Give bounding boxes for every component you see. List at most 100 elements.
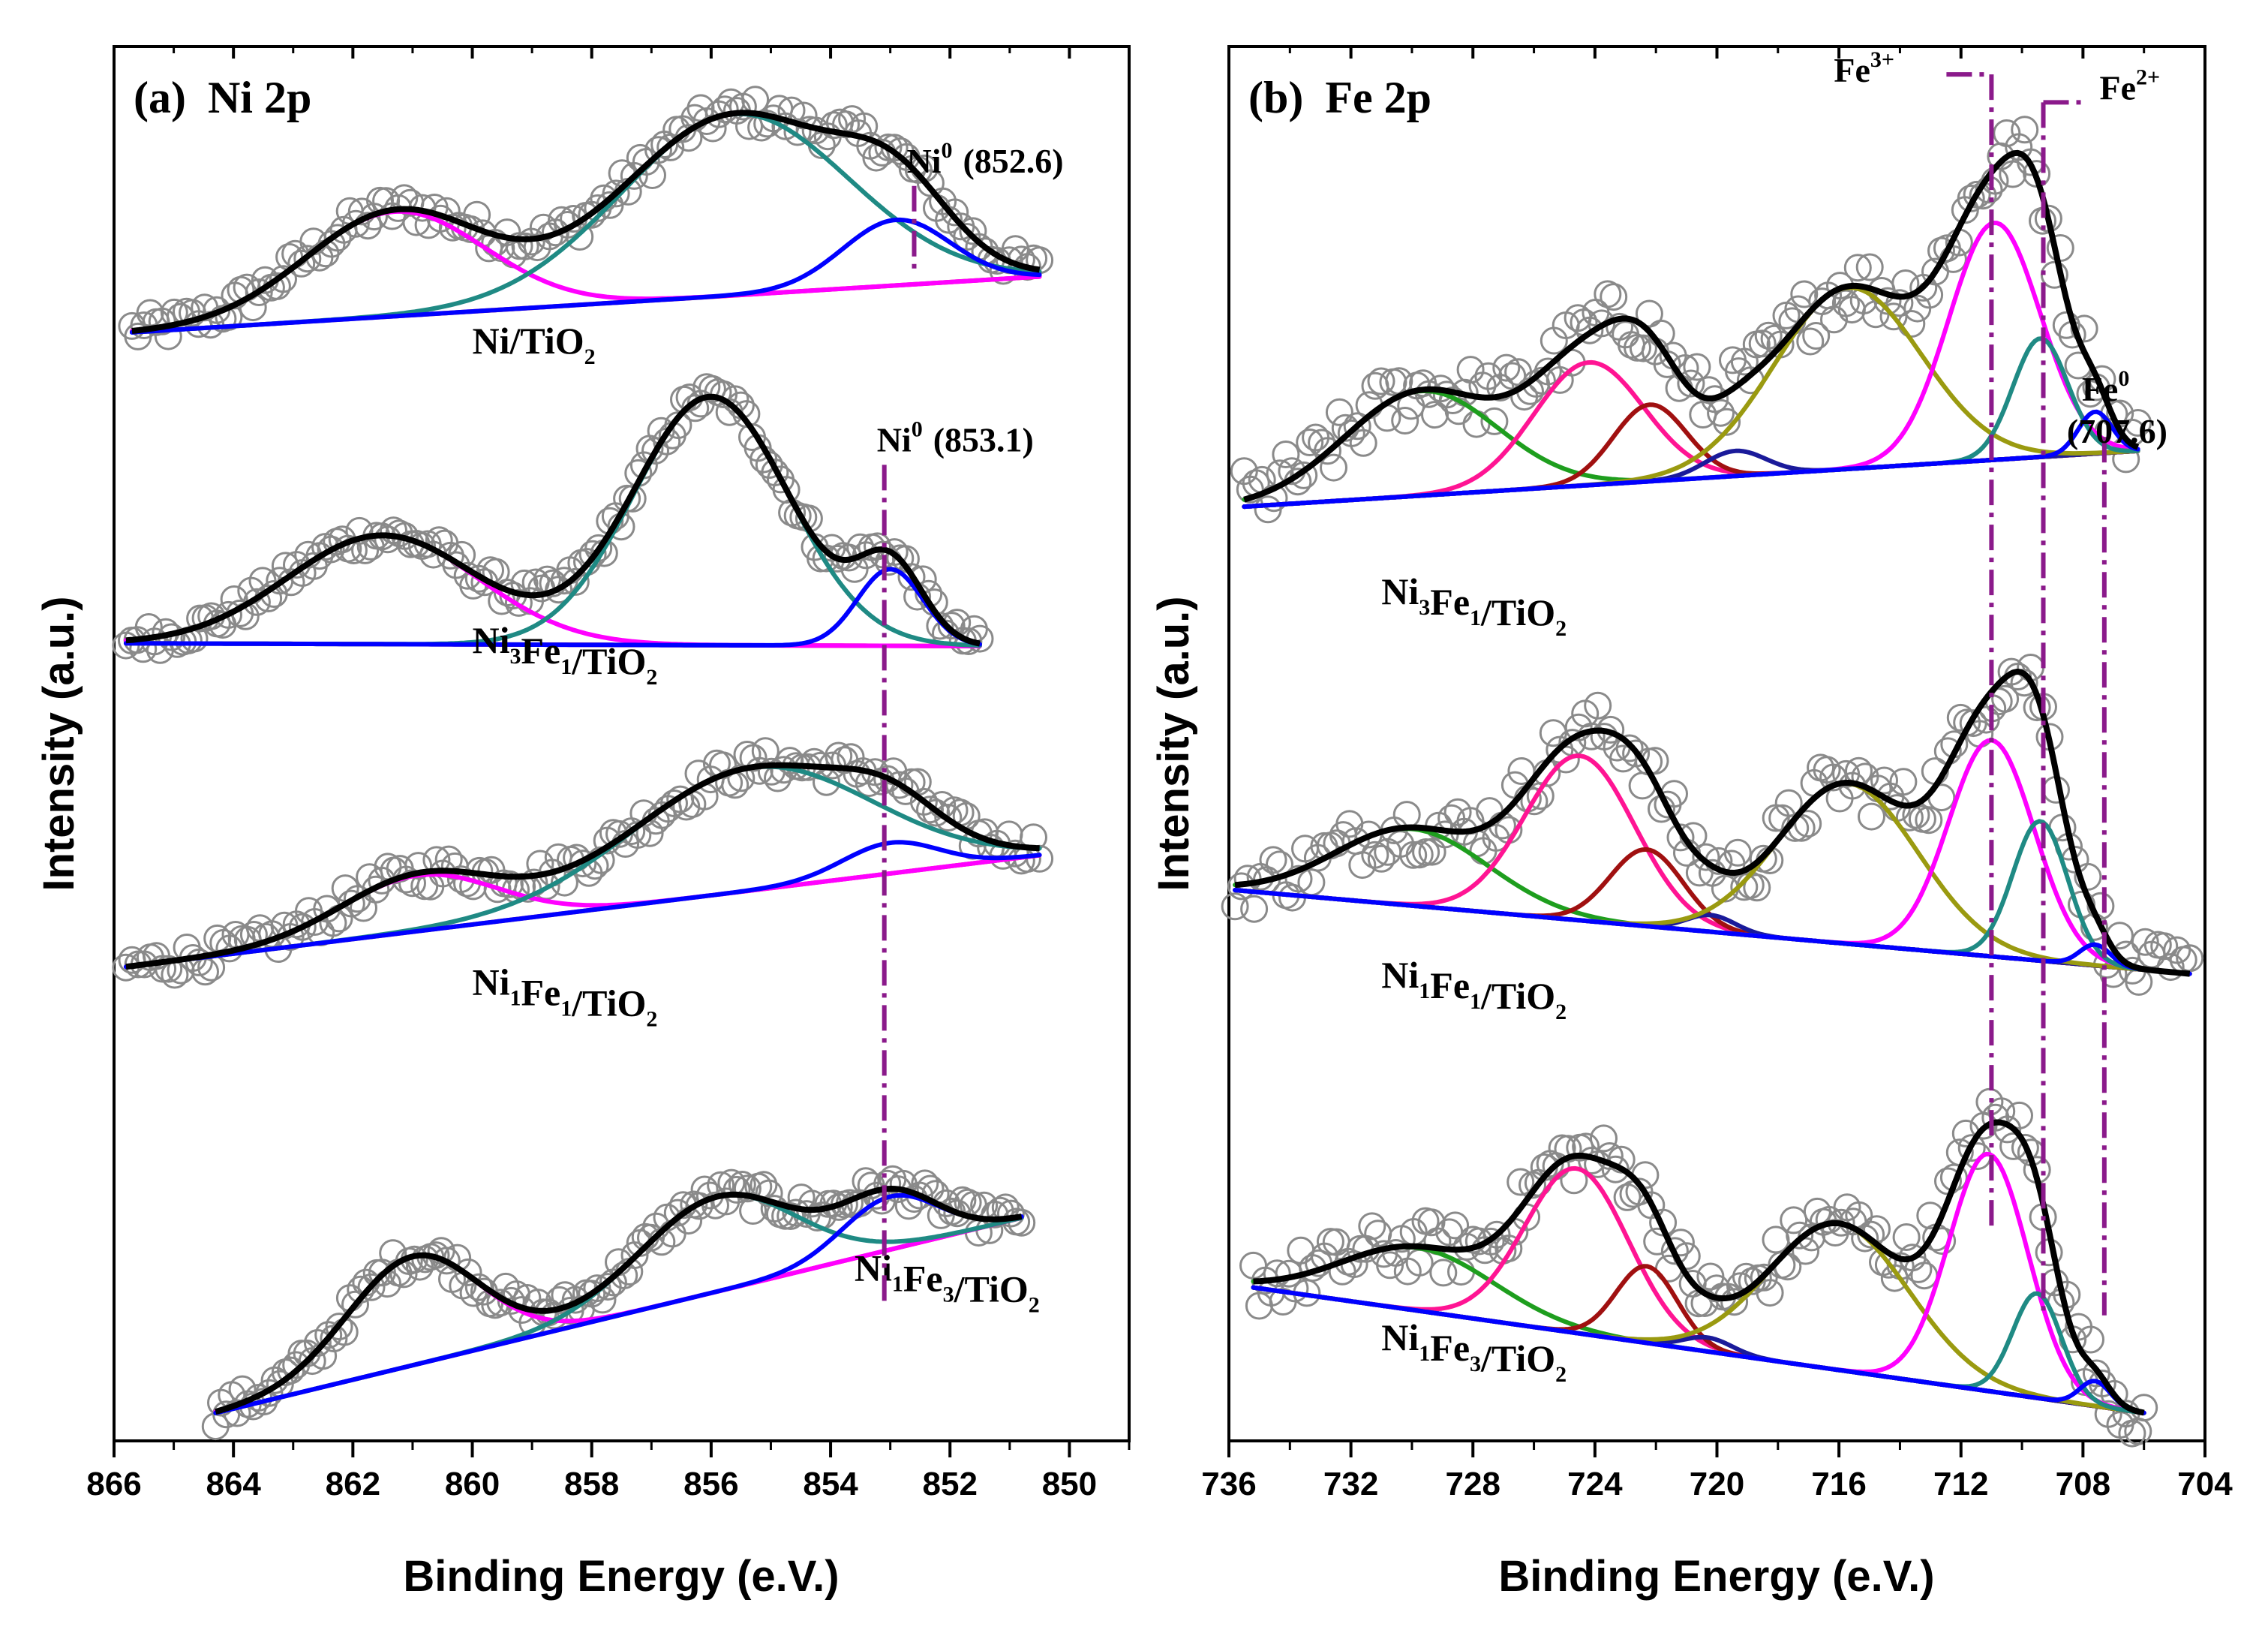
fe2p-x-tick-label: 732 bbox=[1323, 1466, 1378, 1502]
ni2p-data-point bbox=[959, 217, 987, 245]
fe2p-guide-annotation: Fe2+ bbox=[2100, 65, 2161, 107]
ni2p-x-tick-label: 860 bbox=[445, 1466, 500, 1502]
y-axis-title-b: Intensity (a.u.) bbox=[1149, 596, 1198, 891]
ni2p-data-point bbox=[269, 265, 297, 293]
x-axis-title-b: Binding Energy (e.V.) bbox=[1498, 1552, 1934, 1601]
ni2p-data-point bbox=[885, 771, 914, 799]
fe2p-x-tick-label: 704 bbox=[2177, 1466, 2233, 1502]
fe2p-data-point bbox=[1221, 892, 1249, 921]
fe2p-x-tick-label: 736 bbox=[1201, 1466, 1256, 1502]
ni2p-envelope-fit bbox=[125, 762, 1040, 970]
fe2p-data-point bbox=[1240, 895, 1269, 923]
fe2p-data-point bbox=[1713, 407, 1741, 436]
fe2p-data-point bbox=[1607, 1145, 1636, 1174]
fe2p-component-peak-710.9 bbox=[1242, 221, 2140, 510]
fe2p-x-tick-label: 712 bbox=[1933, 1466, 1988, 1502]
fe2p-data-point bbox=[1831, 289, 1860, 317]
fe2p-data-point bbox=[1723, 838, 1752, 867]
fe2p-data-point bbox=[2005, 1101, 2033, 1129]
ni2p-data-point bbox=[685, 1192, 713, 1220]
ni2p-data-point bbox=[432, 1247, 461, 1275]
fe2p-sample-label: Ni1Fe3/TiO2 bbox=[1381, 1316, 1567, 1387]
ni2p-data-point bbox=[454, 1258, 482, 1286]
fe2p-data-point bbox=[1794, 810, 1822, 838]
fe2p-data-point bbox=[1796, 327, 1825, 356]
fe2p-data-point bbox=[1263, 1259, 1291, 1288]
ni2p-data-point bbox=[293, 245, 322, 273]
fe2p-data-point bbox=[1554, 1135, 1582, 1163]
fe2p-data-point bbox=[2011, 116, 2039, 144]
fe2p-data-point bbox=[1615, 734, 1644, 762]
fe2p-data-point bbox=[1720, 1288, 1749, 1316]
ni2p-data-point bbox=[287, 249, 316, 278]
ni2p-data-point bbox=[618, 484, 647, 513]
ni2p-data-point bbox=[343, 885, 371, 913]
fe2p-data-point bbox=[1748, 329, 1777, 358]
ni2p-component-peak-855.9 bbox=[213, 1192, 1024, 1415]
fe2p-data-point bbox=[1756, 1279, 1784, 1307]
fe2p-component-peak-711 bbox=[1233, 738, 2192, 976]
fe2p-envelope-fit bbox=[1234, 669, 2191, 977]
ni2p-data-point bbox=[1008, 1208, 1036, 1237]
fe2p-x-tick-label: 724 bbox=[1567, 1466, 1623, 1502]
ni2p-data-point bbox=[996, 1199, 1025, 1228]
y-axis-title-a: Intensity (a.u.) bbox=[35, 596, 83, 891]
fe2p-data-point bbox=[2011, 1133, 2039, 1162]
fe2p-data-point bbox=[1325, 398, 1353, 426]
ni2p-data-point bbox=[937, 612, 966, 640]
ni2p-envelope-fit bbox=[215, 1186, 1023, 1415]
ni2p-data-point bbox=[733, 1174, 762, 1203]
fe2p-component-peak-707.6 bbox=[1233, 888, 2192, 976]
fe2p-component-peak-709.4 bbox=[1242, 336, 2140, 510]
fe2p-data-point bbox=[1855, 253, 1884, 281]
ni2p-series-0: Ni/TiO2 bbox=[118, 86, 1054, 369]
fe2p-data-point bbox=[1802, 322, 1831, 350]
ni2p-x-tick-label: 864 bbox=[206, 1466, 261, 1502]
panel-title-b: Fe 2p bbox=[1325, 73, 1431, 122]
fe2p-data-point bbox=[1376, 1251, 1404, 1280]
fe2p-component-peak-707.6 bbox=[1242, 409, 2140, 510]
ni2p-data-point bbox=[255, 1379, 284, 1407]
ni2p-x-tick-label: 858 bbox=[564, 1466, 619, 1502]
ni2p-data-point bbox=[337, 889, 365, 918]
fe2p-envelope-fit bbox=[1253, 1119, 2145, 1416]
fe2p-data-point bbox=[1314, 437, 1341, 465]
ni2p-data-point bbox=[664, 411, 692, 440]
ni2p-guide-annotation: Ni0 (853.1) bbox=[877, 417, 1034, 459]
fe2p-data-point bbox=[1858, 802, 1885, 831]
fe2p-data-point bbox=[1873, 287, 1902, 315]
fe2p-data-point bbox=[1358, 1212, 1386, 1241]
panel-ni2p: Ni/TiO2 Ni3Fe1/TiO2 Ni1Fe1/TiO2 Ni1Fe3/TiO2… bbox=[35, 45, 1131, 1601]
ni2p-sample-label: Ni1Fe1/TiO2 bbox=[473, 961, 658, 1031]
ni2p-data-point bbox=[943, 1199, 972, 1228]
x-axis-a: 866 864 862 860 858 856 854 852 850 bbox=[86, 47, 1131, 1502]
fe2p-data-point bbox=[1259, 846, 1287, 874]
fe2p-data-point bbox=[1284, 865, 1313, 893]
ni2p-data-point bbox=[155, 955, 183, 983]
ni2p-data-point bbox=[314, 1321, 343, 1349]
fe2p-data-point bbox=[1743, 874, 1771, 902]
ni2p-component-peak-853 bbox=[123, 840, 1042, 970]
x-axis-title-a: Binding Energy (e.V.) bbox=[403, 1552, 839, 1601]
fe2p-x-tick-label: 720 bbox=[1690, 1466, 1744, 1502]
ni2p-data-point bbox=[926, 612, 954, 640]
fe2p-data-point bbox=[1417, 1208, 1446, 1237]
fe2p-data-point bbox=[2131, 928, 2159, 956]
fe2p-data-point bbox=[1885, 289, 1914, 317]
fe2p-data-point bbox=[1790, 280, 1819, 308]
fe2p-data-point bbox=[2124, 409, 2152, 437]
ni2p-component-peak-852.9 bbox=[129, 217, 1042, 335]
fe2p-data-point bbox=[1494, 1235, 1523, 1263]
ni2p-data-point bbox=[722, 1175, 751, 1204]
fe2p-data-point bbox=[1991, 684, 2020, 713]
fe2p-data-point bbox=[1590, 1124, 1618, 1153]
ni2p-sample-label: Ni3Fe1/TiO2 bbox=[473, 619, 658, 690]
ni2p-x-tick-label: 854 bbox=[803, 1466, 858, 1502]
fe2p-data-point bbox=[1600, 283, 1628, 311]
ni2p-x-tick-label: 856 bbox=[683, 1466, 738, 1502]
fe2p-data-point bbox=[1889, 768, 1918, 796]
fe2p-data-point bbox=[1392, 801, 1421, 829]
fe2p-x-tick-label: 716 bbox=[1811, 1466, 1866, 1502]
panel-label-b: (b) Fe 2p bbox=[1248, 73, 1431, 122]
ni2p-data-point bbox=[897, 563, 926, 591]
